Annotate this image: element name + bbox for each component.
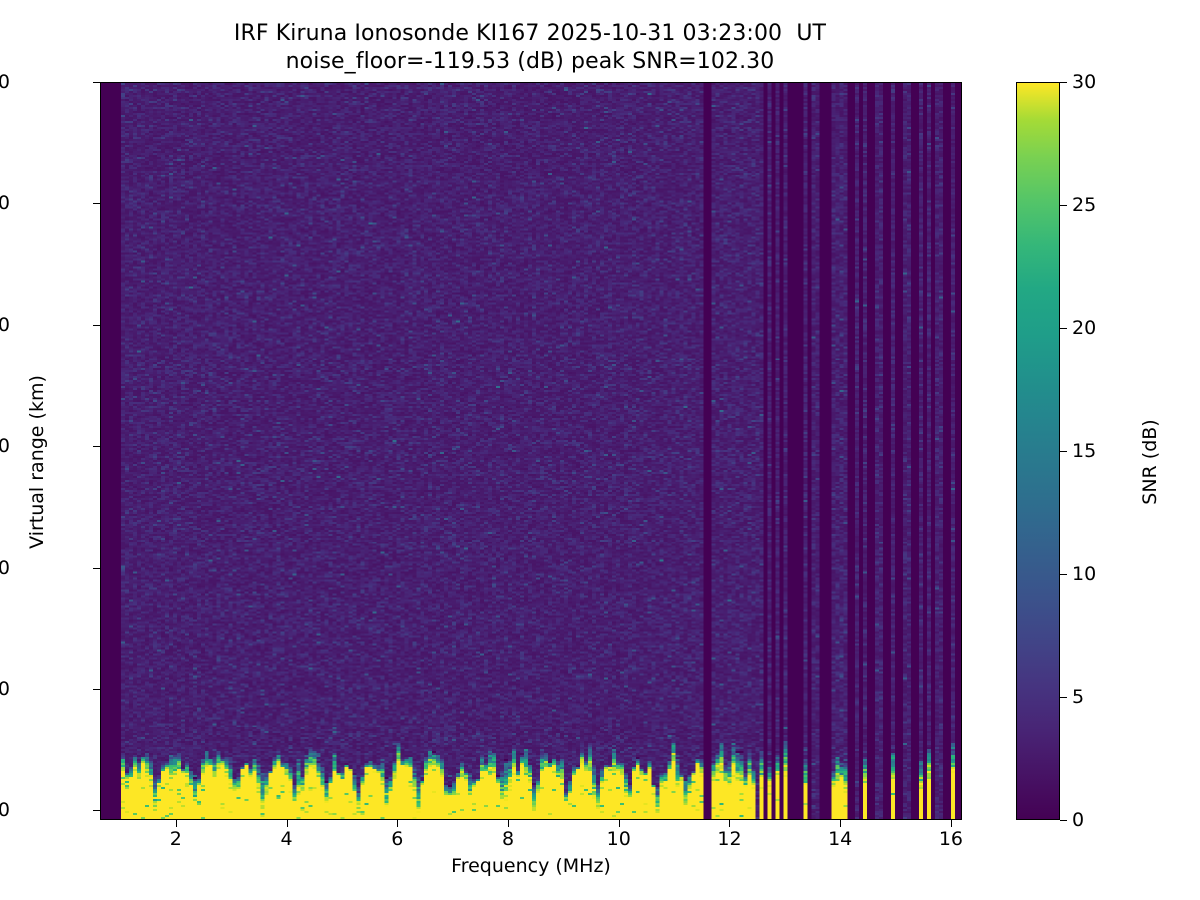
ionogram-heatmap (101, 83, 961, 819)
colorbar-tick-mark (1060, 451, 1067, 452)
y-tick-label: 100 (0, 677, 10, 700)
x-tick-label: 14 (828, 828, 853, 850)
y-tick-label: 0 (0, 799, 10, 822)
x-tick-mark (508, 820, 510, 827)
y-tick-mark (93, 810, 100, 812)
y-tick-mark (93, 203, 100, 205)
x-tick-label: 16 (938, 828, 964, 850)
x-tick-label: 2 (169, 828, 182, 850)
colorbar-tick-label: 20 (1072, 317, 1097, 339)
x-tick-mark (397, 820, 399, 827)
x-axis-label: Frequency (MHz) (451, 855, 611, 877)
colorbar-tick-label: 10 (1072, 563, 1097, 585)
colorbar-tick-mark (1060, 82, 1067, 83)
y-axis-label: Virtual range (km) (26, 375, 48, 549)
y-tick-mark (93, 82, 100, 83)
x-tick-label: 6 (391, 828, 404, 850)
x-tick-label: 10 (606, 828, 631, 850)
y-tick-label: 600 (0, 71, 10, 93)
snr-colorbar[interactable] (1016, 82, 1060, 820)
title-line-1: IRF Kiruna Ionosonde KI167 2025-10-31 03… (233, 21, 827, 46)
x-tick-mark (729, 820, 731, 827)
colorbar-tick-label: 15 (1072, 440, 1097, 462)
x-tick-mark (175, 820, 177, 827)
page-title: IRF Kiruna Ionosonde KI167 2025-10-31 03… (0, 20, 1060, 76)
y-tick-mark (93, 446, 100, 448)
x-tick-mark (618, 820, 620, 827)
colorbar-tick-label: 0 (1072, 809, 1085, 831)
y-tick-mark (93, 324, 100, 326)
colorbar-tick-mark (1060, 205, 1067, 206)
x-tick-label: 12 (717, 828, 742, 850)
colorbar-tick-label: 25 (1072, 194, 1097, 216)
y-tick-label: 500 (0, 192, 10, 215)
colorbar-tick-label: 30 (1072, 71, 1097, 93)
title-line-2: noise_floor=-119.53 (dB) peak SNR=102.30 (285, 49, 775, 75)
y-tick-label: 200 (0, 556, 10, 579)
colorbar-tick-mark (1060, 697, 1067, 698)
colorbar-tick-mark (1060, 328, 1067, 329)
x-tick-mark (286, 820, 288, 827)
y-tick-label: 400 (0, 313, 10, 336)
x-tick-mark (840, 820, 842, 827)
x-tick-mark (950, 820, 952, 827)
colorbar-tick-mark (1060, 820, 1067, 821)
y-tick-mark (93, 688, 100, 690)
colorbar-tick-label: 5 (1072, 686, 1085, 708)
colorbar-label: SNR (dB) (1139, 419, 1161, 505)
colorbar-tick-mark (1060, 574, 1067, 575)
plot-area[interactable] (100, 82, 962, 820)
y-tick-label: 300 (0, 435, 10, 458)
x-tick-label: 4 (280, 828, 293, 850)
x-tick-label: 8 (501, 828, 515, 850)
y-tick-mark (93, 567, 100, 569)
